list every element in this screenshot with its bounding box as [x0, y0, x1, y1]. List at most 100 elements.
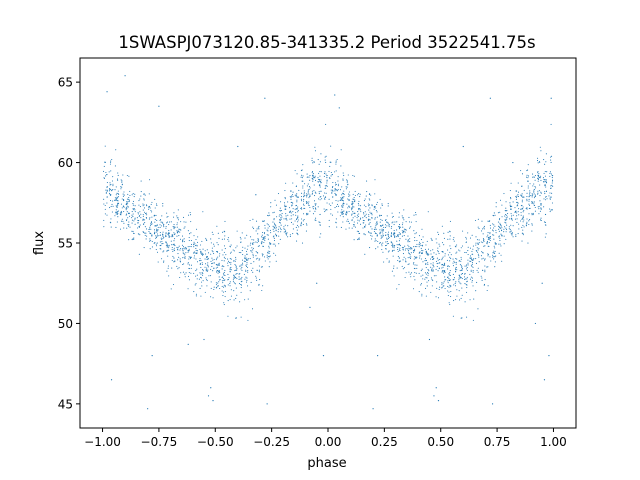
data-point [449, 256, 451, 258]
data-point [363, 204, 365, 206]
data-point [240, 265, 242, 267]
data-point [251, 251, 253, 253]
data-point [170, 240, 172, 242]
data-point [300, 221, 302, 223]
data-point [360, 205, 362, 207]
data-point [309, 194, 311, 196]
data-point [436, 263, 438, 265]
data-point [528, 204, 531, 206]
data-point [189, 233, 191, 235]
data-point [138, 215, 140, 217]
data-point [428, 338, 431, 341]
data-point [230, 295, 233, 297]
data-point [134, 223, 136, 225]
data-point [551, 184, 553, 186]
data-point [311, 192, 314, 194]
data-point [273, 240, 276, 242]
data-point [250, 236, 252, 238]
data-point [183, 238, 185, 240]
data-point [472, 319, 474, 321]
data-point [397, 255, 399, 257]
data-point [552, 175, 554, 177]
data-point [550, 123, 552, 125]
data-point [209, 275, 212, 277]
data-point [351, 202, 353, 204]
data-point [276, 216, 278, 218]
data-point [249, 258, 251, 260]
data-point [383, 261, 385, 263]
data-point [401, 235, 403, 237]
data-point [369, 222, 371, 224]
data-point [481, 230, 483, 232]
data-point [206, 267, 208, 269]
data-point [414, 237, 416, 239]
data-point [510, 233, 512, 235]
data-point [506, 214, 508, 216]
data-point [413, 214, 415, 216]
data-point [290, 198, 292, 200]
data-point [319, 213, 321, 216]
data-point [453, 237, 455, 239]
data-point [334, 182, 337, 184]
data-point [196, 245, 198, 247]
data-point [460, 260, 462, 262]
data-point [325, 173, 327, 175]
data-point [126, 202, 128, 204]
data-point [461, 269, 463, 271]
data-point [297, 233, 299, 235]
data-point [204, 266, 206, 268]
data-point [126, 213, 128, 215]
data-point [173, 240, 175, 242]
data-point [337, 211, 339, 213]
data-point [444, 271, 446, 274]
data-point [441, 282, 443, 284]
data-point [521, 173, 524, 175]
data-point [476, 247, 478, 249]
data-point [229, 270, 231, 272]
data-point [311, 160, 313, 162]
data-point [275, 229, 277, 231]
data-point [425, 250, 427, 252]
data-point [273, 237, 275, 239]
data-point [427, 269, 429, 271]
data-point [104, 161, 106, 163]
data-point [511, 232, 513, 234]
data-point [504, 226, 506, 228]
data-point [296, 201, 298, 203]
data-point [195, 238, 197, 241]
data-point [307, 176, 309, 178]
data-point [504, 221, 506, 223]
data-point [216, 225, 218, 227]
data-point [222, 291, 225, 293]
data-point [308, 204, 310, 206]
data-point [493, 224, 495, 226]
data-point [301, 218, 303, 220]
data-point [296, 193, 298, 195]
data-point [409, 226, 411, 228]
data-point [450, 257, 452, 260]
data-point [116, 192, 118, 194]
data-point [312, 178, 314, 180]
data-point [300, 198, 302, 200]
data-point [483, 245, 485, 247]
data-point [392, 221, 394, 223]
data-point [123, 194, 125, 196]
data-point [526, 176, 528, 178]
data-point [436, 242, 438, 244]
data-point [162, 235, 164, 237]
data-point [156, 233, 159, 235]
data-point [116, 197, 119, 199]
data-point [470, 257, 473, 259]
data-point [424, 287, 427, 290]
data-point [549, 211, 551, 213]
data-point [228, 262, 230, 264]
data-point [405, 221, 407, 223]
data-point [532, 212, 534, 214]
data-point [397, 259, 399, 262]
data-point [224, 295, 226, 298]
data-point [484, 279, 486, 281]
data-point [180, 221, 182, 223]
data-point [381, 230, 383, 232]
data-point [227, 238, 229, 241]
data-point [543, 172, 545, 174]
